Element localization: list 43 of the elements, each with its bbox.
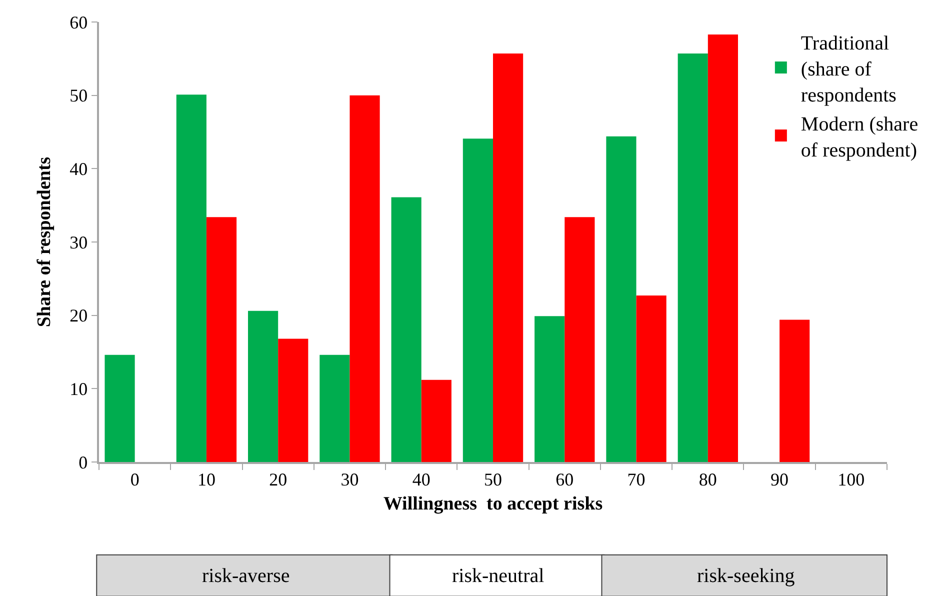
x-tick-label: 50 bbox=[484, 469, 502, 490]
bar bbox=[493, 54, 524, 462]
bar bbox=[606, 136, 636, 462]
bar bbox=[636, 296, 666, 462]
text: risk-neutral bbox=[452, 565, 545, 587]
legend-label: Traditional (share of respondents bbox=[800, 32, 897, 106]
y-tick-label: 40 bbox=[70, 158, 88, 179]
text: risk-averse bbox=[202, 565, 290, 587]
x-tick-label: 20 bbox=[269, 469, 288, 490]
x-tick-label: 60 bbox=[556, 469, 574, 490]
legend-label: Modern (share of respondent) bbox=[800, 113, 918, 162]
y-tick-label: 30 bbox=[70, 232, 88, 252]
bar bbox=[462, 138, 493, 462]
bar bbox=[320, 354, 350, 462]
x-axis-title: Willingness to accept risks bbox=[383, 494, 603, 515]
text: risk-seeking bbox=[697, 565, 795, 587]
bar bbox=[564, 217, 595, 462]
bar bbox=[206, 217, 237, 462]
y-axis-title: Share of respondents bbox=[34, 156, 55, 328]
x-tick-label: 0 bbox=[130, 469, 140, 490]
bar bbox=[278, 338, 308, 462]
bar bbox=[780, 320, 810, 462]
x-tick-label: 100 bbox=[838, 469, 865, 490]
bar bbox=[678, 54, 708, 462]
x-tick-label: 90 bbox=[770, 469, 789, 490]
x-tick-label: 70 bbox=[627, 469, 646, 490]
y-tick-label: 50 bbox=[70, 86, 88, 106]
y-tick-label: 20 bbox=[70, 306, 88, 326]
bar bbox=[391, 197, 422, 462]
bar bbox=[350, 95, 380, 462]
bar bbox=[176, 94, 206, 462]
y-tick-label: 60 bbox=[70, 12, 88, 32]
bar bbox=[104, 354, 135, 462]
bar bbox=[248, 310, 278, 462]
y-tick-label: 10 bbox=[70, 378, 88, 399]
bar bbox=[534, 316, 565, 462]
y-tick-label: 0 bbox=[78, 452, 88, 472]
bar bbox=[421, 380, 452, 462]
x-tick-label: 10 bbox=[197, 469, 216, 490]
x-tick-label: 40 bbox=[412, 469, 430, 490]
x-tick-label: 80 bbox=[698, 469, 717, 490]
bar bbox=[708, 34, 738, 462]
x-tick-label: 30 bbox=[340, 469, 359, 490]
